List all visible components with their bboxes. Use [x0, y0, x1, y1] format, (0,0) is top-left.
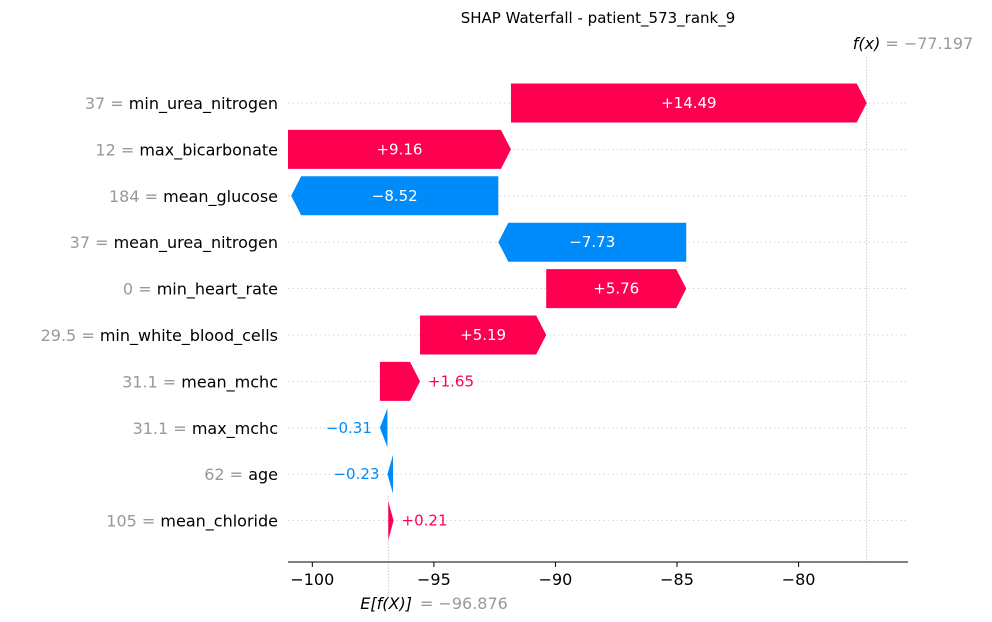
bar-mean-urea-nitrogen — [498, 222, 687, 262]
bar-value-label: −8.52 — [372, 187, 418, 205]
bar-min-white-blood-cells — [420, 315, 547, 355]
bar-value-label: +14.49 — [661, 94, 717, 112]
feature-value: 31.1 = — [122, 372, 176, 391]
fx-annotation: f(x) = −77.197 — [853, 34, 973, 53]
feature-label: 184 = mean_glucose — [109, 187, 278, 207]
feature-name: min_white_blood_cells — [100, 326, 278, 346]
feature-value: 37 = — [70, 233, 109, 252]
fx-label: f(x) — [853, 34, 881, 53]
feature-label: 12 = max_bicarbonate — [95, 140, 278, 160]
bar-min-urea-nitrogen — [510, 83, 867, 123]
bar-mean-chloride — [388, 501, 394, 541]
feature-value: 12 = — [95, 140, 134, 159]
bar-value-label: +1.65 — [428, 372, 474, 390]
feature-label: 31.1 = max_mchc — [133, 419, 278, 439]
bar-value-label: +5.76 — [593, 280, 639, 298]
bar-max-bicarbonate — [288, 129, 511, 169]
feature-name: max_bicarbonate — [139, 140, 278, 160]
bar-value-label: +5.19 — [460, 326, 506, 344]
bar-value-label: −0.31 — [326, 419, 372, 437]
feature-value: 105 = — [106, 512, 155, 531]
feature-value: 29.5 = — [41, 326, 95, 345]
bar-mean-glucose — [291, 176, 499, 216]
feature-name: mean_chloride — [160, 512, 278, 532]
base-annotation: E[f(X)] = −96.876 — [360, 594, 508, 613]
feature-value: 31.1 = — [133, 419, 187, 438]
x-tick-label: −90 — [539, 570, 573, 589]
x-tick-label: −95 — [417, 570, 451, 589]
feature-name: mean_urea_nitrogen — [114, 233, 278, 253]
x-tick-label: −100 — [290, 570, 334, 589]
feature-name: max_mchc — [192, 419, 278, 439]
base-label: E[f(X)] — [360, 594, 412, 613]
bar-mean-mchc — [379, 361, 421, 401]
bar-age — [387, 454, 394, 494]
fx-value: = −77.197 — [885, 34, 973, 53]
bar-value-label: +0.21 — [402, 512, 448, 530]
feature-name: min_heart_rate — [157, 280, 278, 300]
feature-name: mean_mchc — [181, 372, 278, 392]
feature-label: 31.1 = mean_mchc — [122, 372, 278, 392]
contribution-bars: +14.49 +9.16 −8.52 −7.73 +5.76 +5.19 +1.65 −0.3… — [288, 83, 867, 541]
feature-label: 29.5 = min_white_blood_cells — [41, 326, 278, 346]
bar-value-label: +9.16 — [376, 140, 422, 158]
feature-value: 37 = — [85, 94, 124, 113]
base-value: = −96.876 — [420, 594, 508, 613]
feature-value: 184 = — [109, 187, 158, 206]
feature-value: 0 = — [123, 280, 152, 299]
bar-value-label: −0.23 — [333, 465, 379, 483]
bar-max-mchc — [379, 408, 388, 448]
feature-label: 0 = min_heart_rate — [123, 280, 278, 300]
feature-labels: 37 = min_urea_nitrogen 12 = max_bicarbona… — [41, 94, 278, 532]
feature-name: age — [248, 465, 278, 484]
chart-title: SHAP Waterfall - patient_573_rank_9 — [461, 9, 736, 28]
feature-label: 62 = age — [204, 465, 278, 484]
feature-value: 62 = — [204, 465, 243, 484]
reference-lines — [387, 57, 868, 597]
feature-label: 37 = min_urea_nitrogen — [85, 94, 278, 114]
x-tick-label: −85 — [660, 570, 694, 589]
feature-label: 105 = mean_chloride — [106, 512, 278, 532]
x-axis: −100 −95 −90 −85 −80 — [288, 561, 908, 589]
bar-value-label: −7.73 — [569, 233, 615, 251]
x-tick-label: −80 — [782, 570, 816, 589]
feature-name: mean_glucose — [163, 187, 278, 207]
feature-label: 37 = mean_urea_nitrogen — [70, 233, 278, 253]
annotations: f(x) = −77.197 E[f(X)] = −96.876 — [360, 34, 973, 613]
feature-name: min_urea_nitrogen — [129, 94, 278, 114]
bar-min-heart-rate — [546, 269, 687, 309]
